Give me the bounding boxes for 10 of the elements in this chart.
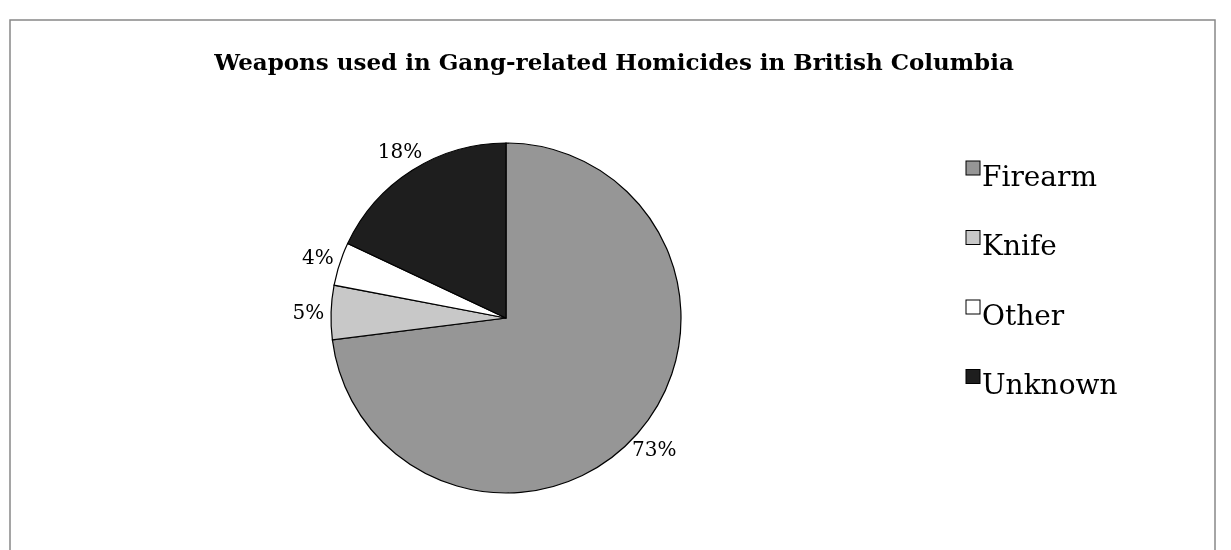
legend-label: Unknown: [982, 368, 1118, 402]
data-label: 4%: [302, 244, 334, 269]
pie-slice: [331, 142, 682, 494]
data-label: 5%: [292, 299, 325, 324]
data-label: 73%: [632, 436, 677, 461]
chart-title: Weapons used in Gang-related Homicides in British Columbia: [213, 48, 1014, 75]
legend-label: Knife: [982, 229, 1057, 263]
legend-label: Firearm: [982, 159, 1097, 193]
data-label: 18%: [377, 139, 423, 164]
legend-label: Other: [982, 298, 1065, 332]
